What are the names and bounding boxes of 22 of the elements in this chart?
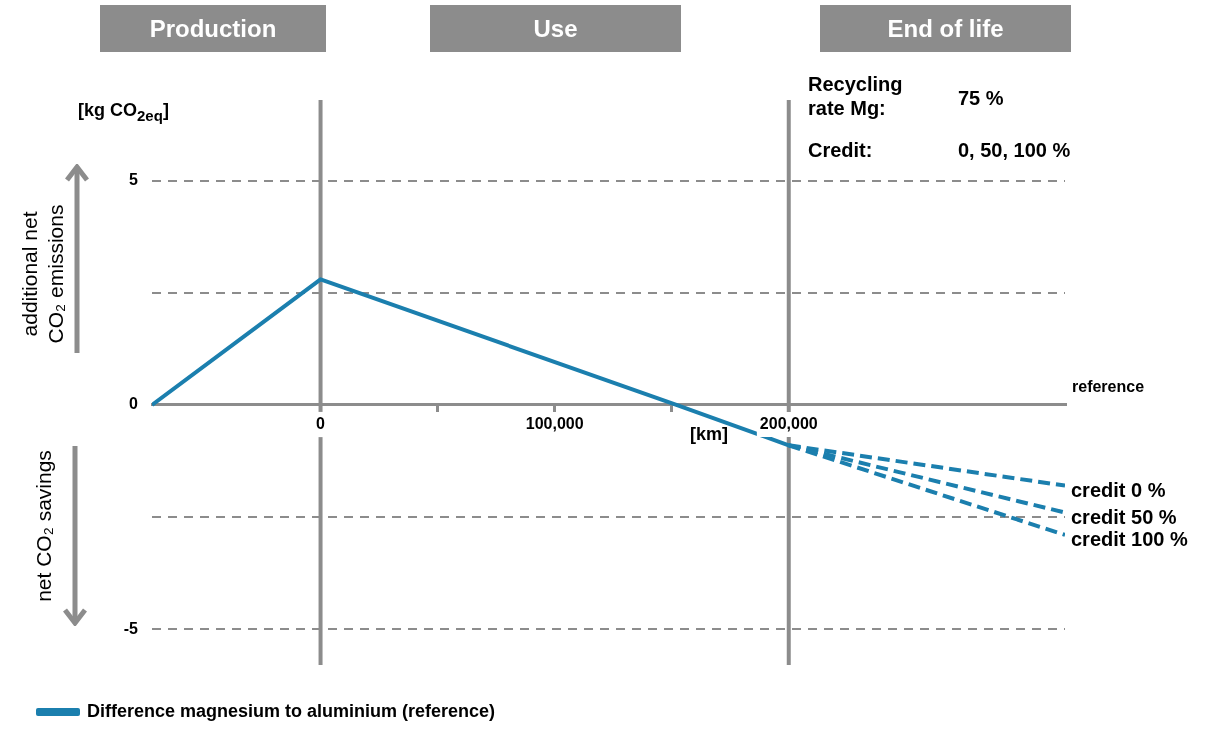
series-label: credit 50 % — [1071, 506, 1177, 529]
x-tick-label: 100,000 — [525, 414, 584, 432]
annotation: Recycling rate Mg: — [808, 72, 904, 120]
y-axis-title: [kg CO$_{2eq}$] — [78, 100, 169, 124]
x-axis-title: [km] — [690, 424, 729, 445]
text: End of life — [820, 5, 1071, 52]
y-tick-label: 5 — [129, 171, 139, 189]
y-tick-label: -5 — [123, 619, 139, 637]
x-tick-label: 0 — [316, 414, 326, 432]
text: net CO₂ savings — [31, 449, 56, 604]
annotation: 0, 50, 100 % — [958, 138, 1071, 162]
legend-label: Difference magnesium to aluminium (reference) — [87, 700, 496, 721]
x-tick-label: 200,000 — [759, 414, 818, 432]
text: Use — [430, 5, 681, 52]
annotation: 75 % — [958, 86, 1004, 110]
series-label: credit 100 % — [1071, 528, 1188, 551]
annotation: Credit: — [808, 138, 873, 162]
text: Production — [100, 5, 326, 52]
text: additional net CO₂ emissions — [17, 203, 68, 346]
text: reference — [1072, 377, 1145, 397]
y-tick-label: 0 — [129, 395, 139, 413]
series-label: credit 0 % — [1071, 479, 1166, 502]
